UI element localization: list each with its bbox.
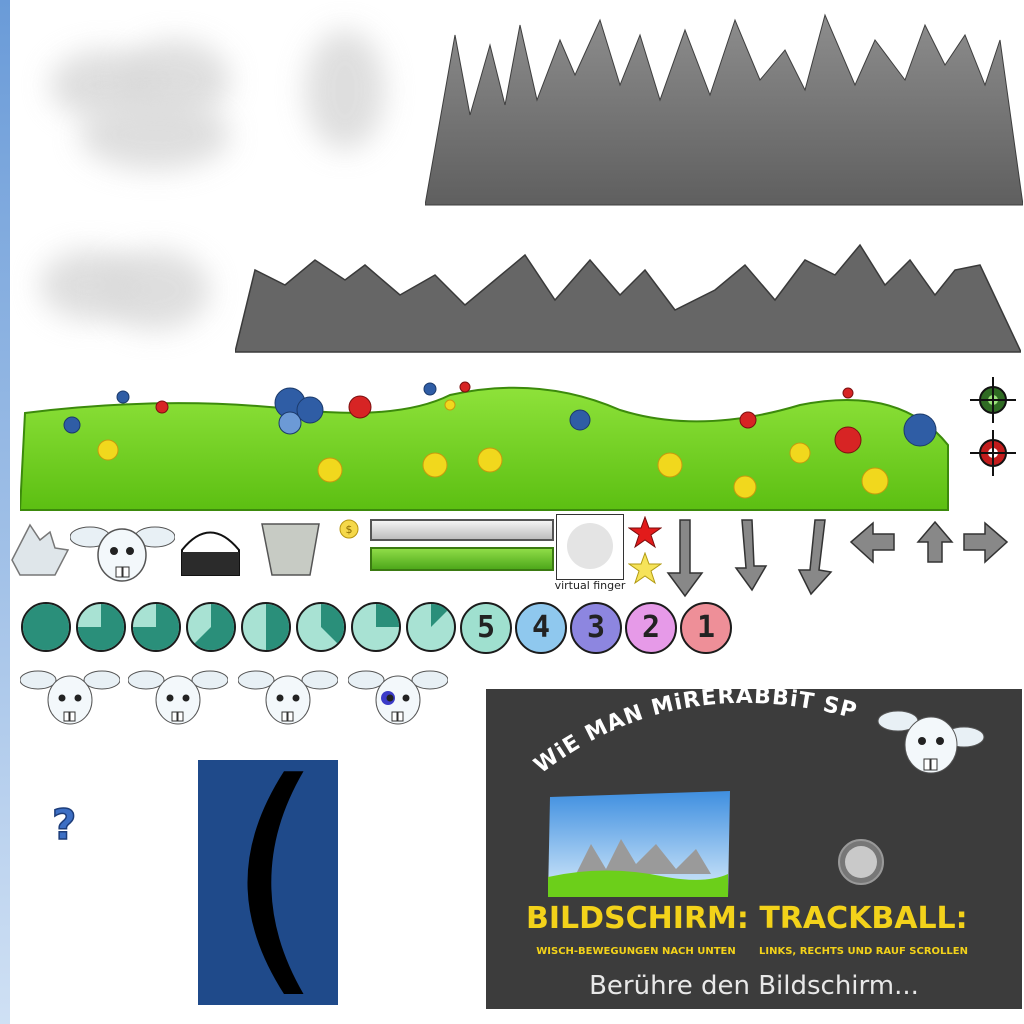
- timer-pie-1: [21, 602, 71, 652]
- mountain-range-front: [235, 243, 1021, 353]
- rabbit-face-hurt-2: [238, 670, 338, 725]
- rabbit-face-normal: [20, 670, 120, 725]
- mountain-range-back: [425, 13, 1023, 206]
- grass-hill: [20, 381, 949, 511]
- rabbit-face-black-eye: [348, 670, 448, 725]
- arrow-up-left-icon: [849, 521, 895, 564]
- timer-pie-5: [241, 602, 291, 652]
- progress-bar-empty: [370, 519, 554, 541]
- trackball-icon: [838, 839, 884, 885]
- countdown-number-2: 2: [625, 602, 677, 654]
- star-red-icon: [628, 516, 662, 549]
- progress-bar-full: [370, 547, 554, 571]
- question-mark-icon: ?: [51, 799, 77, 850]
- timer-pie-2: [76, 602, 126, 652]
- timer-pie-4: [186, 602, 236, 652]
- arrow-down-left-icon: [734, 519, 768, 592]
- timer-pie-3: [131, 602, 181, 652]
- arrow-up-icon: [916, 520, 954, 563]
- svg-text:WiE MAN MiRERABBiT SPiELT: WiE MAN MiRERABBiT SPiELT: [486, 689, 860, 779]
- instructions-panel: WiE MAN MiRERABBiT SPiELT BILDSCHIRM: WI…: [486, 689, 1022, 1009]
- wing-icon: [11, 523, 70, 576]
- crosshair-red-icon: [970, 430, 1016, 476]
- star-yellow-icon: [628, 552, 662, 585]
- countdown-number-1: 1: [680, 602, 732, 654]
- countdown-number-3: 3: [570, 602, 622, 654]
- instructions-rabbit-sprite: [877, 710, 985, 774]
- helmet-icon: [181, 531, 240, 576]
- screen-heading: BILDSCHIRM:: [526, 901, 749, 936]
- timer-pie-6: [296, 602, 346, 652]
- virtual-finger-label: virtual finger: [554, 579, 626, 592]
- bracket-glyph: (: [226, 760, 324, 1005]
- trackball-subtext: LINKS, RECHTS UND RAUF SCROLLEN: [759, 946, 968, 957]
- screen-subtext: WISCH-BEWEGUNGEN NACH UNTEN: [536, 946, 736, 957]
- crosshair-green-icon: [970, 377, 1016, 423]
- instructions-title-arc: WiE MAN MiRERABBiT SPiELT: [486, 689, 860, 779]
- svg-text:$: $: [346, 523, 353, 536]
- virtual-finger-box: [556, 514, 624, 580]
- touch-screen-prompt[interactable]: Berühre den Bildschirm...: [589, 971, 919, 1001]
- bracket-panel: (: [198, 760, 338, 1005]
- timer-pie-7: [351, 602, 401, 652]
- countdown-number-4: 4: [515, 602, 567, 654]
- coin-icon: $: [339, 519, 359, 539]
- trackball-heading: TRACKBALL:: [759, 901, 968, 936]
- countdown-number-5: 5: [460, 602, 512, 654]
- rabbit-face-hurt-1: [128, 670, 228, 725]
- rabbit-head-sprite: [70, 526, 175, 582]
- bucket-icon: [261, 523, 320, 576]
- timer-pie-8: [406, 602, 456, 652]
- arrow-up-right-icon: [963, 521, 1009, 564]
- arrow-down-right-icon: [797, 519, 833, 596]
- arrow-down-icon: [666, 519, 704, 598]
- left-edge-bar: [0, 0, 10, 1024]
- screen-preview-image: [548, 791, 730, 897]
